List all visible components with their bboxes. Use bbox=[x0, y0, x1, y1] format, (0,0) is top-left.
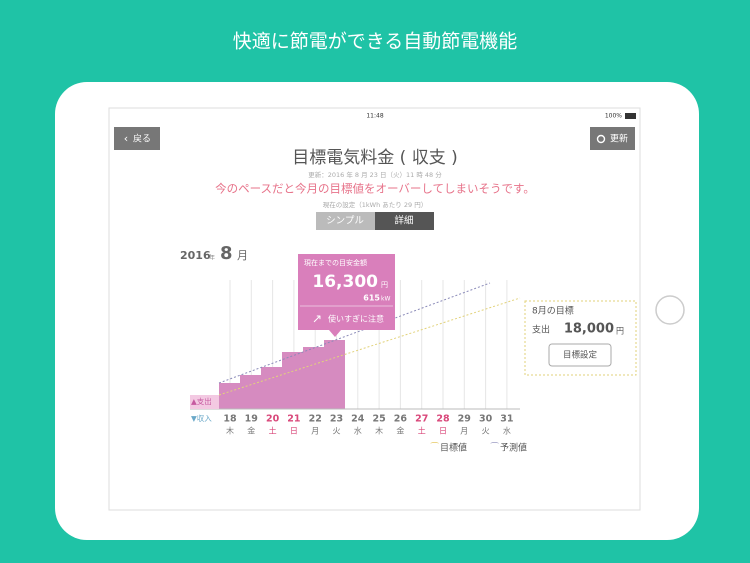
tooltip-usage-unit: kW bbox=[381, 296, 390, 303]
goal-unit: 円 bbox=[616, 327, 624, 336]
tooltip-warning: 使いすぎに注意 bbox=[328, 314, 384, 324]
setting: 現在の設定（1kWh あたり 29 円） bbox=[323, 200, 427, 209]
month: 8 bbox=[220, 243, 233, 264]
usage-area bbox=[219, 340, 345, 409]
day-label: 29 bbox=[458, 414, 471, 425]
goal-button-label[interactable]: 目標設定 bbox=[563, 350, 598, 361]
weekday-label: 金 bbox=[396, 426, 404, 436]
forecast-line bbox=[218, 282, 491, 384]
legend-icon: ⁀ bbox=[490, 443, 499, 454]
year-unit: 年 bbox=[209, 254, 215, 262]
day-label: 30 bbox=[479, 414, 493, 425]
status-time: 11:48 bbox=[366, 113, 383, 120]
battery-icon bbox=[625, 113, 636, 119]
day-label: 21 bbox=[287, 414, 300, 425]
income-label: ▼収入 bbox=[191, 414, 212, 423]
weekday-label: 日 bbox=[439, 427, 447, 436]
weekday-label: 月 bbox=[311, 427, 319, 436]
goal-title: 8月の目標 bbox=[532, 305, 574, 317]
day-label: 20 bbox=[266, 414, 280, 425]
goal-amount: 18,000 bbox=[564, 322, 614, 337]
weekday-label: 火 bbox=[333, 427, 341, 436]
tooltip-label: 現在までの目安金額 bbox=[304, 258, 367, 267]
day-label: 27 bbox=[415, 414, 428, 425]
day-label: 24 bbox=[351, 414, 365, 425]
title: 目標電気料金 ( 収支 ) bbox=[292, 148, 457, 168]
goal-label: 支出 bbox=[532, 324, 550, 336]
tooltip-icon: ↗ bbox=[312, 312, 322, 326]
tooltip-amount: 16,300 bbox=[312, 272, 378, 292]
back-icon: ‹ bbox=[124, 132, 128, 145]
refresh-button[interactable] bbox=[590, 127, 635, 150]
goal-button[interactable] bbox=[548, 343, 612, 367]
month-unit: 月 bbox=[237, 249, 248, 262]
back-label[interactable]: 戻る bbox=[133, 133, 151, 145]
tooltip bbox=[298, 254, 395, 330]
weekday-label: 水 bbox=[503, 426, 511, 436]
day-label: 26 bbox=[394, 414, 408, 425]
weekday-label: 金 bbox=[247, 426, 255, 436]
refresh-label[interactable]: 更新 bbox=[610, 133, 628, 145]
day-label: 31 bbox=[500, 414, 513, 425]
tab[interactable] bbox=[316, 212, 375, 230]
headline: 快適に節電ができる自動節電機能 bbox=[233, 31, 518, 53]
weekday-label: 水 bbox=[354, 426, 362, 436]
legend-label: 目標値 bbox=[440, 442, 467, 454]
back-button[interactable] bbox=[114, 127, 160, 150]
day-label: 28 bbox=[436, 414, 450, 425]
legend-icon: ⁀ bbox=[430, 443, 439, 454]
status-battery: 100% bbox=[605, 113, 622, 120]
weekday-label: 土 bbox=[269, 426, 277, 436]
weekday-label: 土 bbox=[418, 426, 426, 436]
weekday-label: 木 bbox=[375, 426, 383, 436]
day-label: 25 bbox=[372, 414, 385, 425]
weekday-label: 日 bbox=[290, 427, 298, 436]
updated: 更新：2016 年 8 月 23 日（火）11 時 48 分 bbox=[308, 170, 442, 179]
home-button bbox=[655, 295, 685, 325]
day-label: 18 bbox=[223, 414, 237, 425]
year: 2016 bbox=[180, 249, 211, 262]
tooltip-pointer bbox=[329, 330, 341, 337]
target-line bbox=[218, 297, 521, 396]
tab-label[interactable]: 詳細 bbox=[394, 215, 413, 227]
legend-label: 予測値 bbox=[500, 442, 527, 454]
weekday-label: 月 bbox=[460, 427, 468, 436]
expense-label: ▲支出 bbox=[191, 396, 212, 406]
day-label: 23 bbox=[330, 414, 343, 425]
tooltip-amount-unit: 円 bbox=[381, 281, 388, 289]
weekday-label: 木 bbox=[226, 426, 234, 436]
tooltip-usage: 615 bbox=[363, 294, 380, 303]
day-label: 19 bbox=[245, 414, 258, 425]
day-label: 22 bbox=[309, 414, 322, 425]
warning: 今のペースだと今月の目標値をオーバーしてしまいそうです。 bbox=[215, 182, 535, 196]
refresh-icon bbox=[596, 134, 606, 144]
tab-active[interactable] bbox=[375, 212, 434, 230]
weekday-label: 火 bbox=[482, 427, 490, 436]
expense-band bbox=[190, 395, 219, 409]
tab-label[interactable]: シンプル bbox=[326, 216, 364, 227]
